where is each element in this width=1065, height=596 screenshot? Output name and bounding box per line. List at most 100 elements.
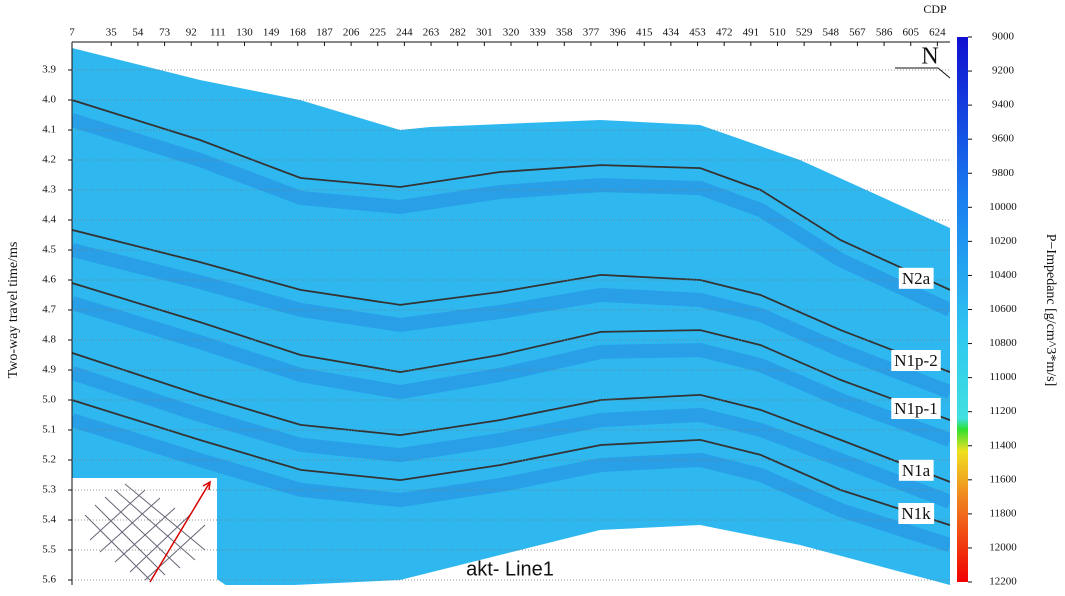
horizon-label: N2a [902, 269, 931, 288]
x-tick-label: 225 [370, 27, 387, 39]
horizon-label-box [891, 350, 941, 372]
x-tick-label: 54 [132, 27, 144, 39]
horizon-band [72, 113, 950, 317]
x-tick-label: 377 [583, 27, 600, 39]
colorbar-label: P−Impedanc [g/cm^3*m/s] [1043, 234, 1058, 387]
colorbar-tick-label: 10000 [989, 201, 1017, 213]
x-tick-label: 187 [316, 27, 333, 39]
line-label: akt- Line1 [466, 558, 554, 580]
x-tick-label: 7 [69, 27, 75, 39]
horizon-label-box [898, 459, 934, 481]
x-tick-label: 491 [743, 27, 760, 39]
x-tick-label: 624 [929, 27, 946, 39]
x-tick-label: 320 [503, 27, 520, 39]
colorbar-tick-label: 10200 [989, 235, 1017, 247]
x-tick-label: 529 [796, 27, 813, 39]
x-tick-label: 244 [396, 27, 413, 39]
horizon-band [72, 413, 950, 552]
y-tick-label: 4.5 [42, 244, 56, 256]
colorbar-tick-label: 10400 [989, 269, 1017, 281]
x-tick-label: 111 [210, 27, 226, 39]
x-tick-label: 586 [876, 27, 893, 39]
colorbar [957, 37, 968, 582]
x-tick-label: 358 [556, 27, 573, 39]
x-tick-label: 396 [609, 27, 626, 39]
x-tick-label: 263 [423, 27, 440, 39]
y-tick-label: 4.4 [42, 214, 56, 226]
y-tick-label: 5.6 [42, 574, 56, 586]
y-tick-label: 5.4 [42, 514, 56, 526]
x-tick-label: 35 [106, 27, 118, 39]
horizon-line [72, 282, 950, 421]
y-tick-label: 4.1 [42, 124, 56, 136]
colorbar-tick-label: 9200 [992, 65, 1015, 77]
y-tick-label: 4.0 [42, 94, 56, 106]
x-tick-label: 567 [849, 27, 866, 39]
colorbar-tick-label: 9800 [992, 167, 1015, 179]
x-tick-label: 472 [716, 27, 733, 39]
colorbar-tick-label: 9600 [992, 133, 1015, 145]
horizon-label: N1p-1 [894, 399, 937, 418]
x-tick-label: 206 [343, 27, 360, 39]
y-tick-label: 5.2 [42, 454, 56, 466]
y-tick-label: 5.3 [42, 484, 56, 496]
x-tick-label: 168 [290, 27, 307, 39]
colorbar-tick-label: 12000 [989, 541, 1017, 553]
inset-arrow [149, 481, 211, 583]
y-tick-label: 5.0 [42, 394, 56, 406]
colorbar-tick-label: 9000 [992, 31, 1015, 43]
y-tick-label: 3.9 [42, 64, 56, 76]
colorbar-tick-label: 11600 [989, 473, 1017, 485]
inset-map [72, 478, 217, 586]
x-tick-label: 92 [186, 27, 197, 39]
horizon-label-box [891, 398, 941, 420]
horizon-label: N1k [901, 504, 931, 523]
y-tick-label: 4.2 [42, 154, 56, 166]
x-tick-label: 510 [769, 27, 786, 39]
colorbar-tick-label: 9400 [992, 99, 1015, 111]
y-tick-label: 4.9 [42, 364, 56, 376]
north-label: N [921, 44, 938, 70]
x-tick-label: 548 [823, 27, 840, 39]
x-axis-label: CDP [923, 2, 947, 16]
colorbar-tick-label: 11000 [989, 371, 1017, 383]
x-tick-label: 605 [902, 27, 919, 39]
x-tick-label: 282 [449, 27, 466, 39]
x-tick-label: 339 [529, 27, 546, 39]
horizon-band [72, 296, 950, 447]
inset-box [72, 478, 217, 586]
x-tick-label: 453 [689, 27, 706, 39]
horizon-label-box [898, 267, 934, 289]
horizon-line [72, 352, 950, 483]
x-tick-label: 73 [159, 27, 171, 39]
plot-area [72, 48, 950, 585]
colorbar-tick-label: 10800 [989, 337, 1017, 349]
inset-arrowhead [202, 480, 211, 491]
colorbar-tick-label: 11800 [989, 507, 1017, 519]
x-tick-label: 434 [663, 27, 680, 39]
horizon-label: N1p-2 [894, 351, 937, 370]
colorbar-tick-label: 11200 [989, 405, 1017, 417]
horizon-label: N1a [902, 461, 931, 480]
y-tick-label: 5.1 [42, 424, 56, 436]
section-background [72, 48, 950, 585]
x-tick-label: 130 [236, 27, 253, 39]
y-tick-label: 5.5 [42, 544, 56, 556]
inset-grid [84, 483, 206, 581]
horizon-label-box [898, 503, 935, 525]
y-tick-label: 4.7 [42, 304, 56, 316]
y-tick-label: 4.3 [42, 184, 56, 196]
y-axis-label: Two-way travel time/ms [6, 242, 21, 379]
colorbar-tick-label: 12200 [989, 576, 1017, 588]
y-tick-label: 4.6 [42, 274, 56, 286]
x-tick-label: 415 [636, 27, 653, 39]
north-arrow [895, 67, 951, 79]
x-tick-label: 301 [476, 27, 493, 39]
horizon-band [72, 243, 950, 399]
horizon-line [72, 399, 950, 526]
y-tick-label: 4.8 [42, 334, 56, 346]
horizon-line [72, 229, 950, 373]
colorbar-tick-label: 10600 [989, 303, 1017, 315]
horizon-line [72, 99, 950, 291]
